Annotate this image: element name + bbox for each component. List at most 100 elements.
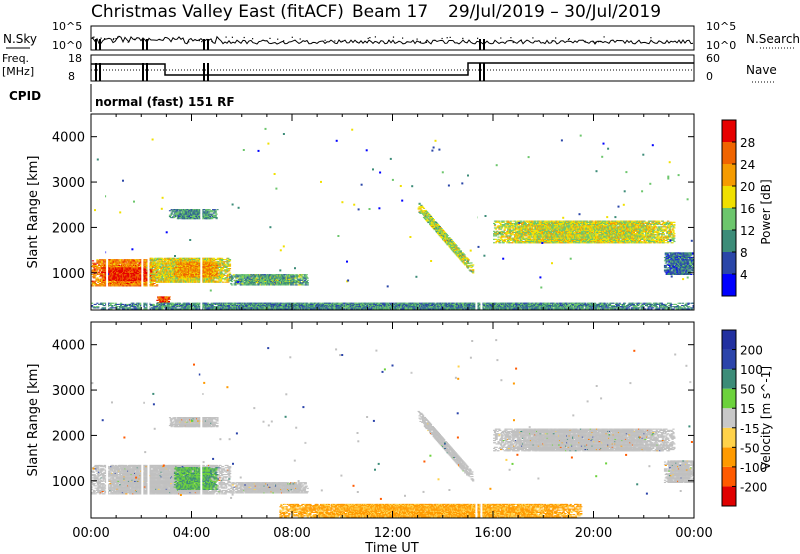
power-cell: [207, 266, 210, 268]
power-cell: [214, 277, 218, 279]
power-cell: [301, 284, 304, 286]
power-cell: [214, 262, 218, 264]
power-cell: [153, 261, 156, 263]
power-cell: [132, 273, 135, 275]
nsearch-dot: [388, 39, 390, 42]
power-cell: [151, 262, 154, 264]
power-cell: [101, 275, 104, 277]
power-cell: [267, 281, 271, 283]
power-cell: [91, 273, 94, 275]
power-cell: [174, 267, 177, 269]
power-cell: [248, 277, 251, 279]
power-cell: [161, 277, 164, 279]
power-cell: [143, 267, 146, 269]
power-cell: [91, 280, 95, 282]
power-cell: [122, 261, 125, 263]
power-cell: [149, 285, 152, 287]
power-cell: [142, 271, 145, 273]
power-cell: [293, 282, 296, 284]
nsearch-dot: [567, 39, 570, 41]
power-cell: [301, 283, 304, 285]
power-cell: [93, 284, 96, 286]
power-cell: [109, 268, 112, 270]
power-cell: [159, 265, 162, 267]
power-cell: [109, 277, 112, 279]
power-cell: [202, 263, 206, 265]
power-cell: [116, 274, 120, 276]
power-cell: [96, 260, 99, 262]
nsearch-dot: [416, 38, 418, 40]
power-cell: [174, 272, 177, 274]
power-cell: [194, 267, 197, 269]
power-cell: [179, 211, 182, 213]
power-cell: [93, 272, 96, 274]
power-cell: [150, 271, 153, 273]
power-cell: [98, 270, 102, 272]
power-cell: [158, 264, 161, 266]
power-cell: [96, 262, 99, 264]
nsky-tick-top: 10^5: [52, 20, 82, 33]
power-cell: [216, 275, 219, 277]
power-cell: [100, 263, 103, 265]
power-cell: [155, 280, 159, 282]
power-cell: [262, 281, 265, 283]
power-cell: [175, 211, 179, 213]
power-cell: [304, 283, 307, 285]
power-cell: [304, 275, 307, 277]
power-cell: [213, 278, 216, 280]
power-cell: [228, 261, 231, 263]
power-cell: [153, 273, 156, 275]
power-cell: [152, 276, 155, 278]
freq-trace: [91, 62, 694, 81]
power-cell: [184, 260, 187, 262]
power-cell: [174, 273, 177, 275]
power-cell: [117, 284, 120, 286]
power-cell: [171, 278, 174, 280]
power-cell: [221, 266, 225, 268]
power-cell: [166, 300, 169, 302]
power-cell: [264, 281, 267, 283]
power-cell: [210, 268, 213, 270]
power-cell: [196, 270, 199, 272]
power-cell: [167, 261, 170, 263]
power-cell: [174, 268, 177, 270]
power-cell: [238, 278, 241, 280]
power-cell: [188, 271, 192, 273]
power-cell: [108, 267, 111, 269]
power-cell: [180, 264, 184, 266]
nsearch-dot: [115, 38, 117, 40]
power-cell: [91, 284, 94, 286]
power-cell: [100, 261, 103, 263]
power-cell: [287, 284, 290, 286]
power-cell: [130, 268, 134, 270]
power-cell: [194, 264, 197, 266]
power-cell: [238, 274, 242, 276]
power-cell: [302, 278, 305, 280]
power-cell: [157, 277, 160, 279]
power-cell: [104, 269, 107, 271]
nsearch-dot: [134, 38, 136, 40]
power-cell: [298, 278, 301, 280]
power-cell: [195, 263, 199, 265]
nsearch-dot: [510, 37, 512, 39]
power-cell: [171, 262, 174, 264]
power-cell: [198, 261, 201, 263]
power-cell: [154, 285, 157, 287]
power-cell: [236, 277, 239, 279]
power-cell: [175, 270, 178, 272]
power-cell: [148, 277, 152, 279]
power-cell: [217, 266, 220, 268]
power-cell: [228, 278, 231, 280]
power-cell: [219, 265, 222, 267]
power-cell: [221, 261, 224, 263]
power-cell: [139, 277, 142, 279]
power-cell: [190, 268, 193, 270]
power-cell: [223, 279, 226, 281]
power-cell: [178, 273, 181, 275]
power-cell: [291, 283, 294, 285]
power-cell: [206, 275, 209, 277]
power-cell: [214, 272, 218, 274]
nsearch-dot: [211, 40, 213, 42]
power-cell: [296, 274, 299, 276]
